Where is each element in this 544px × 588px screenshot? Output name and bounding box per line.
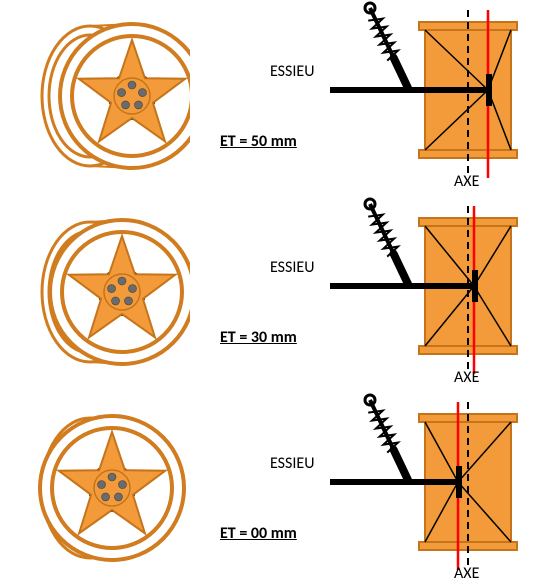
et-value-label: ET = 50 mm <box>220 132 297 151</box>
axle-label: ESSIEU <box>270 454 314 473</box>
axis-label: AXE <box>454 172 479 191</box>
axle-label: ESSIEU <box>270 62 314 81</box>
wheel-icon <box>20 8 190 178</box>
wheel-icon <box>20 400 190 570</box>
axis-label: AXE <box>454 368 479 387</box>
rim-cross-section-icon <box>330 0 530 196</box>
rim-cross-section-icon <box>330 392 530 588</box>
axis-label: AXE <box>454 564 479 583</box>
offset-row-2: ESSIEU ET = 00 mm AXE <box>0 392 544 588</box>
offset-row-1: ESSIEU ET = 30 mm AXE <box>0 196 544 392</box>
et-value-label: ET = 30 mm <box>220 328 297 347</box>
axle-label: ESSIEU <box>270 258 314 277</box>
offset-row-0: ESSIEU ET = 50 mm AXE <box>0 0 544 196</box>
rim-cross-section-icon <box>330 196 530 392</box>
et-value-label: ET = 00 mm <box>220 524 297 543</box>
wheel-icon <box>20 204 190 374</box>
diagram-page: ESSIEUET = 50 mmAXEESSIEUET = 30 mmAXEES… <box>0 0 544 588</box>
